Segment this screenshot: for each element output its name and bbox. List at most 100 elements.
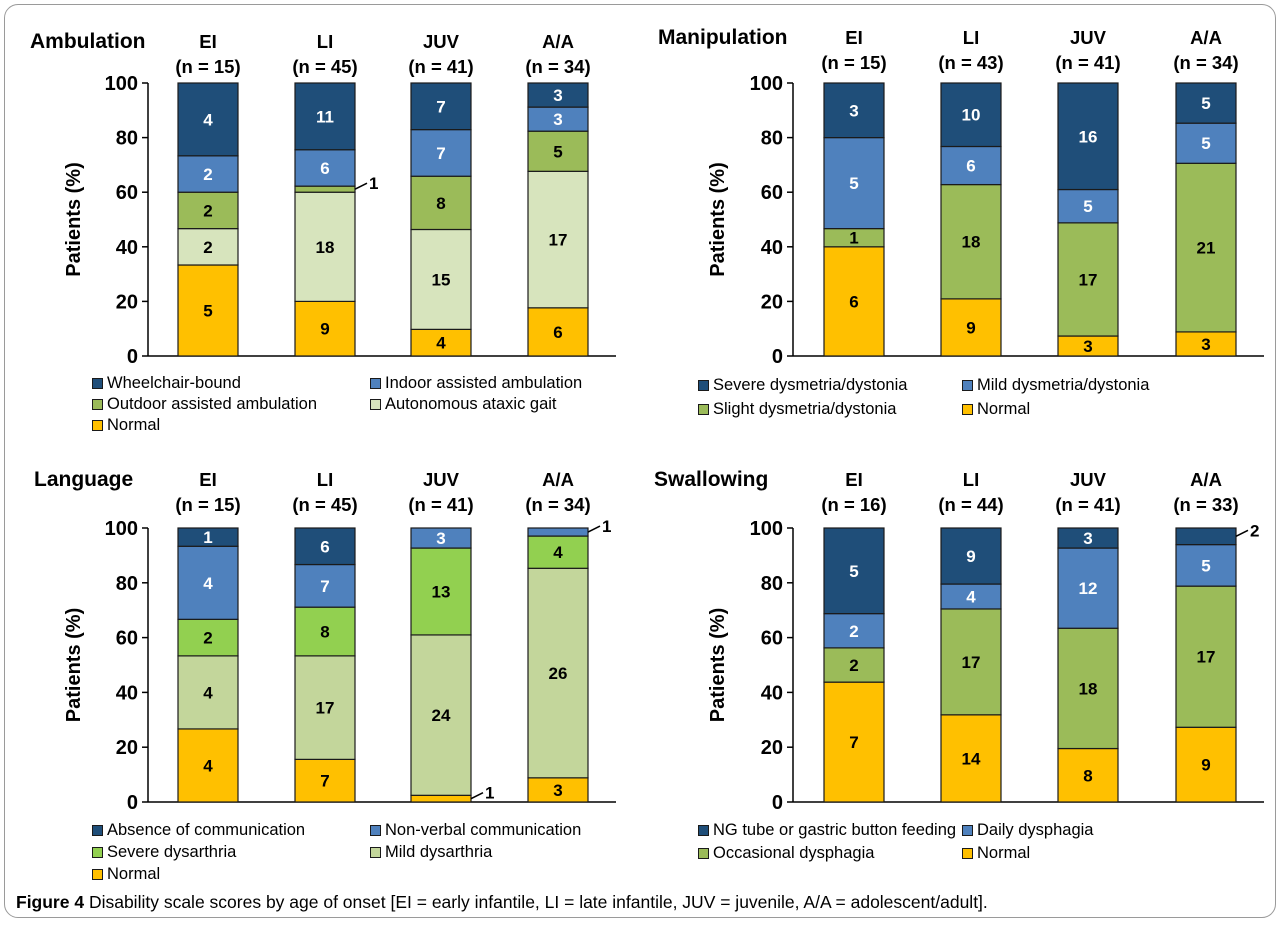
data-label: 7: [436, 144, 445, 163]
bar-segment-mild-dysarthria: [177, 655, 239, 730]
y-tick-label: 40: [116, 237, 138, 259]
y-tick-label: 0: [127, 792, 138, 814]
bar-segment-normal: [294, 300, 356, 357]
data-label: 5: [849, 174, 858, 193]
legend-label: Occasional dysphagia: [713, 844, 875, 862]
data-label: 2: [849, 656, 858, 675]
category-n-label: (n = 34): [525, 56, 590, 77]
data-label: 1: [369, 174, 378, 193]
bar-segment-occasional-dysphagia: [1175, 585, 1237, 728]
data-label: 17: [1197, 648, 1216, 667]
data-label: 7: [849, 733, 858, 752]
legend-label: Daily dysphagia: [977, 821, 1094, 839]
legend-swatch: [698, 404, 709, 415]
bar-segment-non-verbal-communication: [410, 527, 472, 549]
data-label: 5: [849, 562, 858, 581]
bar-segment-severe-dysmetria-dystonia: [1175, 82, 1237, 124]
category-n-label: (n = 41): [408, 56, 473, 77]
figure-frame: [4, 4, 1276, 918]
category-label: LI: [317, 469, 333, 490]
data-label: 4: [436, 334, 446, 353]
legend-label: Severe dysarthria: [107, 843, 237, 861]
bar-segment-daily-dysphagia: [823, 613, 885, 649]
y-axis-label: Patients (%): [707, 608, 729, 722]
data-label-leader: [354, 182, 368, 190]
legend-item-daily-dysphagia: Daily dysphagia: [962, 821, 1093, 840]
category-n-label: (n = 34): [525, 494, 590, 515]
category-label: EI: [845, 469, 862, 490]
legend-label: Slight dysmetria/dystonia: [713, 400, 897, 418]
legend-label: Normal: [107, 416, 161, 434]
data-label: 5: [553, 142, 562, 161]
legend-swatch: [370, 847, 381, 858]
y-tick-label: 40: [761, 682, 783, 704]
legend-swatch: [698, 848, 709, 859]
bar-segment-wheelchair-bound: [410, 82, 472, 131]
chart-title: Swallowing: [654, 468, 768, 491]
category-label: JUV: [1070, 469, 1107, 490]
bar-segment-normal: [177, 728, 239, 803]
legend-label: Normal: [977, 400, 1031, 418]
bar-segment-normal: [527, 777, 589, 803]
data-label: 4: [203, 574, 213, 593]
bar-segment-normal: [410, 794, 472, 803]
legend-label: Wheelchair-bound: [107, 374, 241, 392]
data-label-leader: [587, 525, 601, 533]
bar-segment-autonomous-ataxic-gait: [527, 170, 589, 309]
legend-label: Severe dysmetria/dystonia: [713, 376, 908, 394]
data-label: 12: [1079, 579, 1098, 598]
data-label: 3: [1083, 529, 1092, 548]
category-label: JUV: [423, 469, 460, 490]
chart-manipulation: Manipulation Patients (%) 0 20 40 60 80 100 EI (n…: [658, 26, 1264, 368]
bar-segment-ng-tube-or-gastric-button-feeding: [1175, 527, 1237, 546]
bar-segment-normal: [294, 758, 356, 803]
data-label: 9: [966, 547, 975, 566]
legend-item-mild-dysmetria-dystonia: Mild dysmetria/dystonia: [962, 376, 1149, 395]
figure-label: Figure 4: [16, 892, 85, 912]
category-label: EI: [845, 27, 862, 48]
legend-label: Indoor assisted ambulation: [385, 374, 583, 392]
legend-swatch: [92, 847, 103, 858]
data-label: 1: [485, 784, 494, 803]
bar-segment-occasional-dysphagia: [1057, 627, 1119, 750]
bar-segment-autonomous-ataxic-gait: [410, 228, 472, 330]
data-label: 3: [553, 110, 562, 129]
y-tick-label: 80: [761, 128, 783, 150]
category-n-label: (n = 43): [938, 52, 1003, 73]
chart-swallowing: Swallowing Patients (%) 0 20 40 60 80 100 EI (n =…: [654, 468, 1264, 814]
chart-title: Manipulation: [658, 26, 788, 49]
y-tick-label: 0: [127, 346, 138, 368]
data-label: 5: [1201, 556, 1210, 575]
category-label: LI: [963, 27, 979, 48]
category-label: A/A: [1190, 469, 1222, 490]
legend-swatch: [92, 399, 103, 410]
category-n-label: (n = 44): [938, 494, 1003, 515]
data-label: 5: [1083, 197, 1092, 216]
bar-segment-non-verbal-communication: [527, 527, 589, 537]
data-label: 17: [1079, 270, 1098, 289]
bar-segment-normal: [823, 246, 885, 357]
bar-segment-indoor-assisted-ambulation: [294, 149, 356, 187]
legend-label: Non-verbal communication: [385, 821, 582, 839]
data-label: 18: [962, 233, 981, 252]
legend-item-outdoor-assisted-ambulation: Outdoor assisted ambulation: [92, 395, 317, 414]
legend-item-autonomous-ataxic-gait: Autonomous ataxic gait: [370, 395, 557, 414]
legend-label: Normal: [107, 865, 161, 883]
bar-segment-wheelchair-bound: [177, 82, 239, 157]
y-tick-label: 80: [761, 573, 783, 595]
bar-segment-severe-dysarthria: [527, 535, 589, 569]
data-label: 1: [849, 229, 858, 248]
bar-segment-ng-tube-or-gastric-button-feeding: [940, 527, 1002, 585]
data-label: 6: [320, 159, 329, 178]
data-label: 5: [203, 302, 212, 321]
data-label: 16: [1079, 127, 1098, 146]
category-label: JUV: [423, 31, 460, 52]
legend-item-normal: Normal: [92, 865, 160, 884]
bar-segment-mild-dysmetria-dystonia: [1057, 188, 1119, 224]
bar-segment-daily-dysphagia: [940, 583, 1002, 610]
category-label: A/A: [1190, 27, 1222, 48]
bar-segment-outdoor-assisted-ambulation: [527, 130, 589, 172]
data-label: 26: [549, 664, 568, 683]
legend-item-normal: Normal: [962, 844, 1030, 863]
legend-item-occasional-dysphagia: Occasional dysphagia: [698, 844, 874, 863]
